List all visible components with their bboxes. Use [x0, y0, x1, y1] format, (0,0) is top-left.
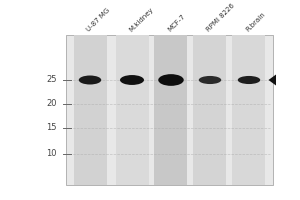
Text: 15: 15 — [46, 123, 57, 132]
Bar — [116, 35, 148, 185]
Bar — [66, 35, 273, 185]
Bar — [232, 35, 266, 185]
Ellipse shape — [199, 76, 221, 84]
Text: M.kidney: M.kidney — [128, 6, 154, 33]
Text: RPMI 8226: RPMI 8226 — [206, 3, 236, 33]
Text: MCF-7: MCF-7 — [167, 13, 186, 33]
Bar — [154, 35, 188, 185]
Text: U-87 MG: U-87 MG — [86, 7, 111, 33]
Text: R.brain: R.brain — [245, 11, 266, 33]
Ellipse shape — [120, 75, 144, 85]
Text: 20: 20 — [46, 99, 57, 108]
Text: 25: 25 — [46, 75, 57, 84]
Text: 10: 10 — [46, 150, 57, 158]
Ellipse shape — [79, 75, 101, 84]
Bar — [74, 35, 106, 185]
Ellipse shape — [238, 76, 260, 84]
Bar — [194, 35, 226, 185]
Polygon shape — [268, 75, 276, 86]
Ellipse shape — [158, 74, 184, 86]
